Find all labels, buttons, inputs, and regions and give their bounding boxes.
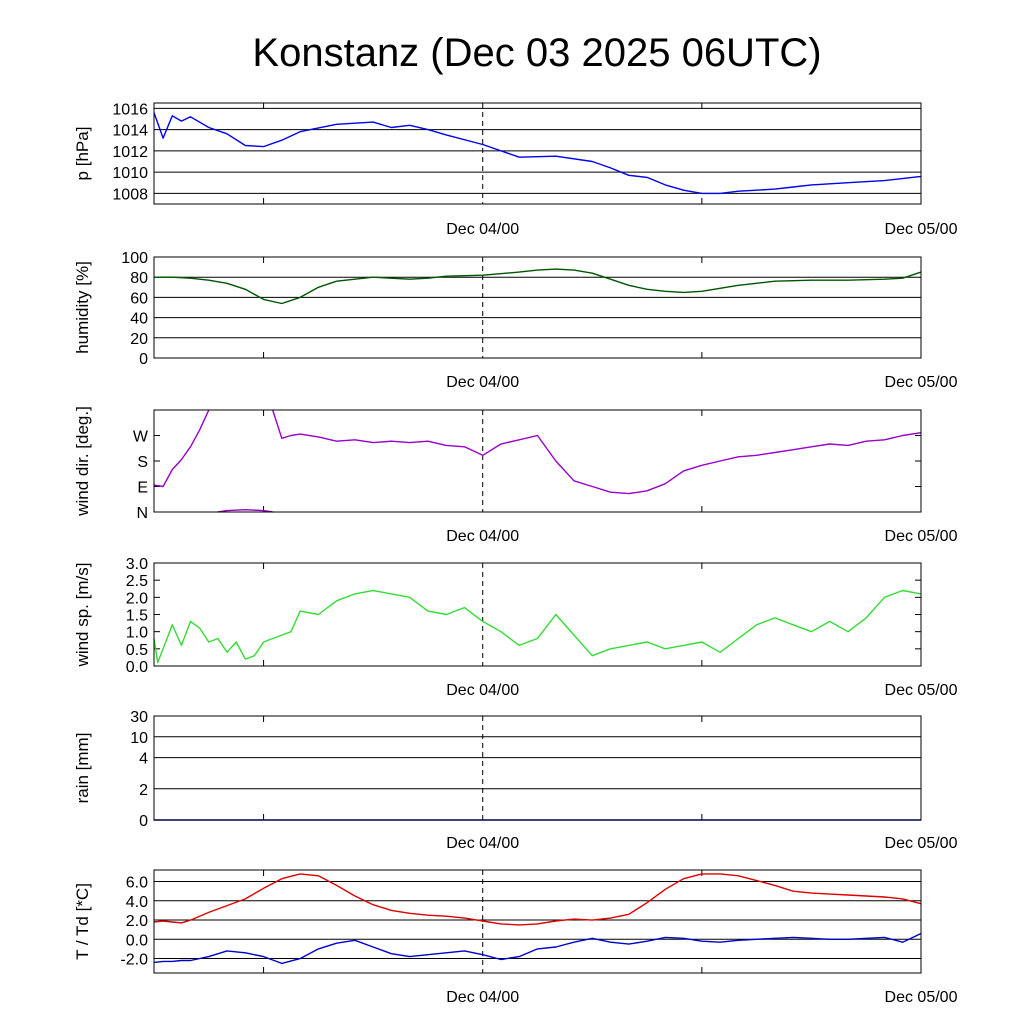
plot-frame: [153, 869, 922, 974]
x-tick-label: Dec 04/00: [446, 528, 519, 545]
y-tick-label: 100: [121, 250, 148, 267]
x-tick-label: Dec 05/00: [885, 682, 958, 699]
y-tick-label: 1016: [112, 101, 148, 118]
series-line: [217, 509, 273, 513]
y-tick-label: 80: [130, 270, 148, 287]
y-tick-label: 0.5: [126, 642, 148, 659]
y-axis-label: rain [mm]: [73, 733, 92, 804]
y-axis-label: p [hPa]: [73, 127, 92, 181]
x-tick-label: Dec 04/00: [446, 682, 519, 699]
y-tick-label: 0: [139, 813, 148, 830]
y-tick-label: 2.5: [126, 573, 148, 590]
y-tick-label: 0.0: [126, 659, 148, 676]
plot-frame: [153, 715, 922, 821]
x-tick-label: Dec 05/00: [885, 374, 958, 391]
y-axis-label: wind sp. [m/s]: [73, 563, 92, 668]
y-tick-label: 1.5: [126, 608, 148, 625]
y-tick-label: 0: [139, 351, 148, 368]
x-tick-label: Dec 05/00: [885, 221, 958, 238]
y-tick-label: 10: [130, 730, 148, 747]
y-tick-label: 2: [139, 782, 148, 799]
y-tick-label: S: [137, 454, 148, 471]
plot-frame: [153, 409, 922, 513]
y-tick-label: N: [136, 505, 148, 522]
series-line: [153, 932, 922, 965]
y-tick-label: 4.0: [126, 894, 148, 911]
series-line: [153, 589, 922, 664]
x-tick-label: Dec 05/00: [885, 528, 958, 545]
plot-frame: [153, 562, 922, 667]
y-tick-label: 40: [130, 311, 148, 328]
y-tick-label: 6.0: [126, 875, 148, 892]
y-axis-label: T / Td [*C]: [73, 883, 92, 960]
series-line: [153, 873, 922, 926]
y-tick-label: 4: [139, 751, 148, 768]
x-tick-label: Dec 04/00: [446, 835, 519, 852]
y-tick-label: 60: [130, 290, 148, 307]
series-line: [153, 409, 922, 495]
y-tick-label: 1014: [112, 123, 148, 140]
x-tick-label: Dec 05/00: [885, 835, 958, 852]
y-tick-label: 1010: [112, 165, 148, 182]
y-tick-label: 3.0: [126, 556, 148, 573]
y-axis-label: humidity [%]: [73, 261, 92, 354]
x-tick-label: Dec 05/00: [885, 989, 958, 1006]
y-tick-label: 1008: [112, 186, 148, 203]
y-tick-label: 20: [130, 331, 148, 348]
y-tick-label: E: [137, 480, 148, 497]
x-tick-label: Dec 04/00: [446, 989, 519, 1006]
x-tick-label: Dec 04/00: [446, 221, 519, 238]
x-tick-label: Dec 04/00: [446, 374, 519, 391]
y-tick-label: 0.0: [126, 932, 148, 949]
y-axis-label: wind dir. [deg.]: [73, 406, 92, 517]
plot-frame: [153, 256, 922, 359]
series-line: [154, 268, 922, 305]
y-tick-label: 30: [130, 709, 148, 726]
y-tick-label: 1.0: [126, 625, 148, 642]
chart-title: Konstanz (Dec 03 2025 06UTC): [252, 31, 821, 75]
series-line: [153, 112, 922, 195]
plot-frame: [153, 102, 922, 205]
y-tick-label: -2.0: [120, 952, 148, 969]
y-tick-label: W: [133, 429, 149, 446]
y-tick-label: 2.0: [126, 913, 148, 930]
y-tick-label: 2.0: [126, 590, 148, 607]
y-tick-label: 1012: [112, 144, 148, 161]
